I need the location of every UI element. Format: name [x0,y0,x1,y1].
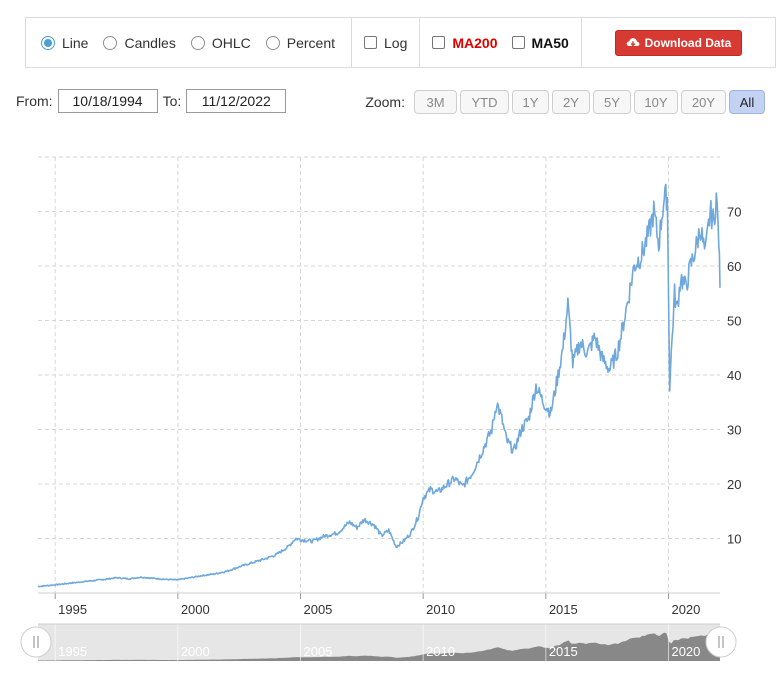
download-group: Download Data [582,18,775,67]
navigator-tick-label: 2010 [426,644,455,659]
y-tick-label: 20 [727,477,741,492]
ma200-checkbox[interactable]: MA200 [432,34,498,51]
x-tick-label: 2005 [303,602,332,617]
radio-line-label: Line [62,34,89,51]
log-checkbox[interactable]: Log [364,35,407,51]
chart-toolbar: Line Candles OHLC Percent Log MA200 MA50 [25,17,776,68]
radio-candles-indicator[interactable] [103,35,118,50]
from-date-input[interactable]: 10/18/1994 [57,89,158,113]
zoom-1y-button[interactable]: 1Y [512,90,549,114]
price-line-series [37,183,721,588]
navigator-tick-label: 2005 [303,644,332,659]
x-tick-label: 2020 [671,602,700,617]
ma50-checkbox[interactable]: MA50 [511,34,569,51]
radio-candles[interactable]: Candles [103,34,176,51]
ma50-label: MA50 [531,34,569,51]
radio-percent-indicator[interactable] [265,35,280,50]
navigator-tick-label: 2000 [181,644,210,659]
navigator-right-handle[interactable] [705,626,737,658]
log-group: Log [352,18,421,67]
navigator-area-series [38,632,720,661]
x-tick-label: 2015 [549,602,578,617]
zoom-label: Zoom: [365,94,405,110]
x-tick-label: 2000 [181,602,210,617]
y-tick-label: 50 [727,314,741,329]
to-label: To: [162,93,182,109]
y-tick-label: 40 [727,368,741,383]
radio-line[interactable]: Line [41,35,88,51]
radio-percent-label: Percent [286,34,335,51]
radio-candles-label: Candles [124,34,176,51]
log-checkbox-label: Log [384,34,408,51]
chart-type-group: Line Candles OHLC Percent [26,18,352,67]
zoom-controls: Zoom: 3M YTD 1Y 2Y 5Y 10Y 20Y All [365,90,765,114]
radio-ohlc-indicator[interactable] [190,35,205,50]
cloud-download-icon [626,37,640,48]
radio-line-indicator[interactable] [41,35,55,50]
ma200-checkbox-box[interactable] [432,36,446,49]
ma200-label: MA200 [452,34,498,51]
navigator-tick-label: 1995 [58,644,87,659]
radio-ohlc[interactable]: OHLC [190,34,251,51]
zoom-10y-button[interactable]: 10Y [634,90,678,114]
ma50-checkbox-box[interactable] [511,36,525,49]
to-date-input[interactable]: 11/12/2022 [186,89,287,113]
y-tick-label: 70 [727,205,741,220]
zoom-ytd-button[interactable]: YTD [460,90,509,114]
download-data-button[interactable]: Download Data [614,29,742,56]
navigator-left-handle[interactable] [20,626,52,658]
y-tick-label: 10 [727,532,741,547]
x-tick-label: 1995 [58,602,87,617]
radio-percent[interactable]: Percent [265,34,335,51]
y-tick-label: 30 [727,423,741,438]
navigator-tick-label: 2015 [549,644,578,659]
from-label: From: [16,93,53,109]
radio-ohlc-label: OHLC [211,34,251,51]
navigator-tick-label: 2020 [671,644,700,659]
zoom-3m-button[interactable]: 3M [414,90,457,114]
zoom-all-button[interactable]: All [729,90,765,114]
date-range: From: 10/18/1994 To: 11/12/2022 [16,89,291,113]
log-checkbox-box[interactable] [364,36,377,49]
zoom-2y-button[interactable]: 2Y [552,90,590,114]
zoom-5y-button[interactable]: 5Y [593,90,631,114]
download-data-label: Download Data [644,35,732,50]
moving-average-group: MA200 MA50 [420,18,582,67]
x-tick-label: 2010 [426,602,455,617]
zoom-20y-button[interactable]: 20Y [681,90,726,114]
y-tick-label: 60 [727,259,741,274]
